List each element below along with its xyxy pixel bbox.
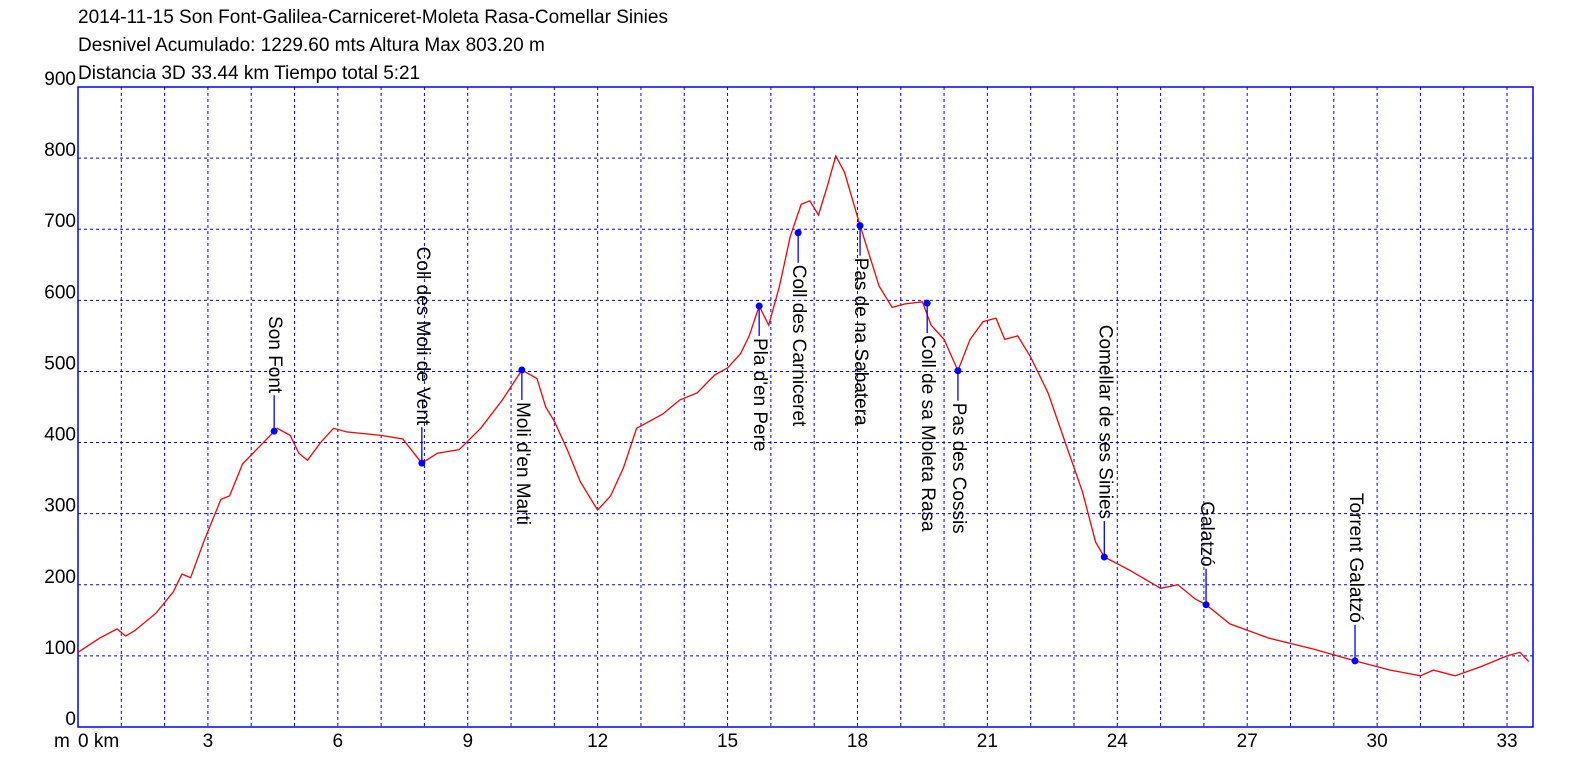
x-tick-label: 3	[203, 731, 214, 752]
waypoint	[923, 299, 931, 307]
y-tick-label: 300	[44, 496, 76, 517]
waypoint	[518, 366, 526, 374]
y-tick-label: 900	[44, 69, 76, 90]
x-tick-label: 24	[1107, 731, 1129, 752]
waypoint	[794, 229, 802, 237]
y-tick-label: 700	[44, 211, 76, 232]
x-tick-label: 0 km	[78, 731, 119, 752]
chart-subtitle: Distancia 3D 33.44 km Tiempo total 5:21	[78, 63, 420, 84]
x-tick-label: 30	[1367, 731, 1388, 752]
waypoint-label: Coll des Moli de Vent	[412, 247, 433, 426]
waypoint	[1202, 601, 1210, 609]
waypoint-label: Torrent Galatzó	[1345, 493, 1366, 623]
x-tick-label: 33	[1496, 731, 1517, 752]
waypoint-label: Moli d'en Marti	[512, 402, 533, 525]
y-tick-label: 500	[44, 353, 76, 374]
waypoint-label: Son Font	[264, 316, 285, 394]
y-tick-label: 0	[65, 709, 76, 730]
x-tick-label: 21	[977, 731, 998, 752]
y-tick-label: 400	[44, 425, 76, 446]
x-tick-label: 9	[462, 731, 473, 752]
waypoint	[954, 367, 962, 375]
waypoint	[1351, 657, 1359, 665]
waypoint-label: Coll de sa Moleta Rasa	[917, 335, 938, 532]
waypoint-label: Comellar de ses Sinies	[1094, 325, 1115, 519]
waypoint-label: Pla d'en Pere	[749, 338, 770, 451]
x-tick-label: 6	[333, 731, 344, 752]
y-tick-label: 100	[44, 638, 76, 659]
chart-subtitle: Desnivel Acumulado: 1229.60 mts Altura M…	[78, 35, 545, 56]
waypoint	[270, 427, 278, 435]
chart-title: 2014-11-15 Son Font-Galilea-Carniceret-M…	[78, 7, 668, 28]
y-tick-label: 800	[44, 140, 76, 161]
x-tick-label: 12	[587, 731, 608, 752]
waypoint	[856, 222, 864, 230]
waypoint-label: Coll des Carniceret	[788, 265, 809, 427]
x-tick-label: 18	[847, 731, 868, 752]
waypoint-label: Pas des Cossis	[948, 403, 969, 534]
waypoint	[1100, 553, 1108, 561]
waypoint-label: Galatzó	[1196, 501, 1217, 566]
y-tick-label: 600	[44, 282, 76, 303]
y-axis-label: m	[54, 731, 70, 752]
waypoint	[755, 302, 763, 310]
elevation-line	[77, 154, 1530, 677]
x-tick-label: 27	[1237, 731, 1258, 752]
plot-frame	[77, 86, 1534, 728]
y-tick-label: 200	[44, 567, 76, 588]
x-tick-label: 15	[717, 731, 738, 752]
waypoint	[418, 459, 426, 467]
waypoint-label: Pas de na Sabatera	[850, 258, 871, 426]
